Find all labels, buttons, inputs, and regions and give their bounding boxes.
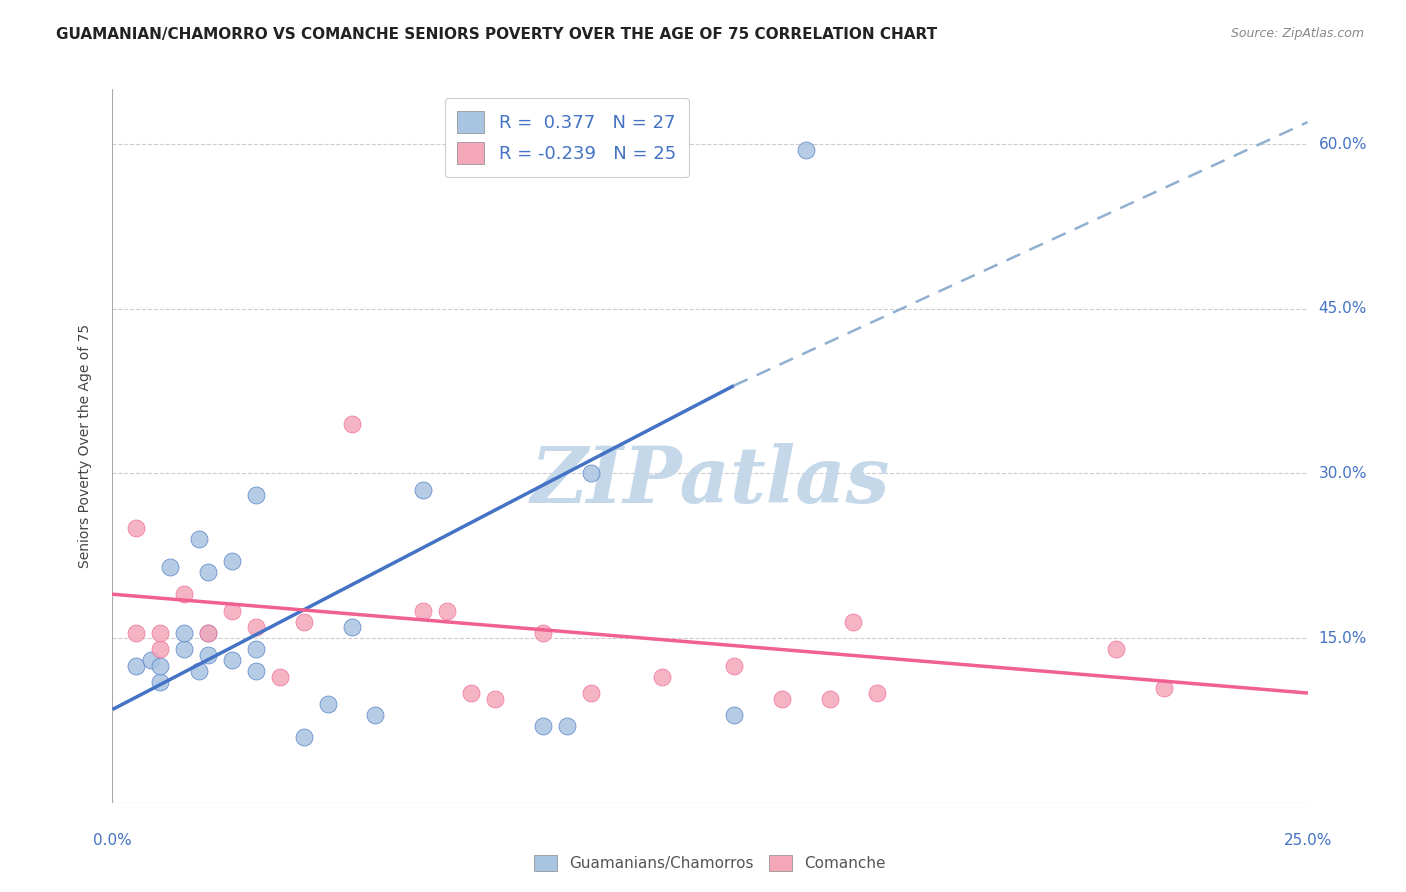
Point — [579, 686, 602, 700]
Point — [269, 669, 291, 683]
Text: 60.0%: 60.0% — [1319, 136, 1367, 152]
Point — [484, 691, 506, 706]
Point — [221, 653, 243, 667]
Point — [651, 669, 673, 683]
Point — [794, 143, 817, 157]
Point — [173, 642, 195, 657]
Point — [149, 642, 172, 657]
Point — [159, 559, 181, 574]
Point — [1105, 642, 1128, 657]
Point — [316, 697, 339, 711]
Point — [139, 653, 162, 667]
Point — [340, 620, 363, 634]
Point — [364, 708, 387, 723]
Text: ZIPatlas: ZIPatlas — [530, 443, 890, 520]
Point — [340, 417, 363, 431]
Point — [173, 587, 195, 601]
Text: Source: ZipAtlas.com: Source: ZipAtlas.com — [1230, 27, 1364, 40]
Point — [149, 675, 172, 690]
Text: 45.0%: 45.0% — [1319, 301, 1367, 317]
Point — [125, 658, 148, 673]
Point — [125, 521, 148, 535]
Text: GUAMANIAN/CHAMORRO VS COMANCHE SENIORS POVERTY OVER THE AGE OF 75 CORRELATION CH: GUAMANIAN/CHAMORRO VS COMANCHE SENIORS P… — [56, 27, 938, 42]
Point — [412, 483, 434, 497]
Point — [245, 488, 267, 502]
Point — [245, 664, 267, 678]
Point — [125, 625, 148, 640]
Point — [770, 691, 793, 706]
Text: 25.0%: 25.0% — [1284, 833, 1331, 848]
Point — [149, 625, 172, 640]
Point — [221, 604, 243, 618]
Point — [221, 554, 243, 568]
Point — [173, 625, 195, 640]
Point — [197, 625, 219, 640]
Point — [412, 604, 434, 618]
Point — [1153, 681, 1175, 695]
Point — [436, 604, 458, 618]
Point — [818, 691, 841, 706]
Point — [723, 708, 745, 723]
Point — [292, 730, 315, 744]
Point — [245, 642, 267, 657]
Point — [723, 658, 745, 673]
Point — [555, 719, 578, 733]
Point — [460, 686, 482, 700]
Point — [292, 615, 315, 629]
Legend: Guamanians/Chamorros, Comanche: Guamanians/Chamorros, Comanche — [529, 849, 891, 877]
Point — [197, 648, 219, 662]
Point — [842, 615, 865, 629]
Point — [245, 620, 267, 634]
Point — [866, 686, 889, 700]
Text: 15.0%: 15.0% — [1319, 631, 1367, 646]
Point — [187, 533, 209, 547]
Point — [197, 566, 219, 580]
Point — [531, 719, 554, 733]
Y-axis label: Seniors Poverty Over the Age of 75: Seniors Poverty Over the Age of 75 — [77, 324, 91, 568]
Point — [579, 467, 602, 481]
Text: 0.0%: 0.0% — [93, 833, 132, 848]
Point — [531, 625, 554, 640]
Point — [197, 625, 219, 640]
Point — [149, 658, 172, 673]
Text: 30.0%: 30.0% — [1319, 466, 1367, 481]
Point — [187, 664, 209, 678]
